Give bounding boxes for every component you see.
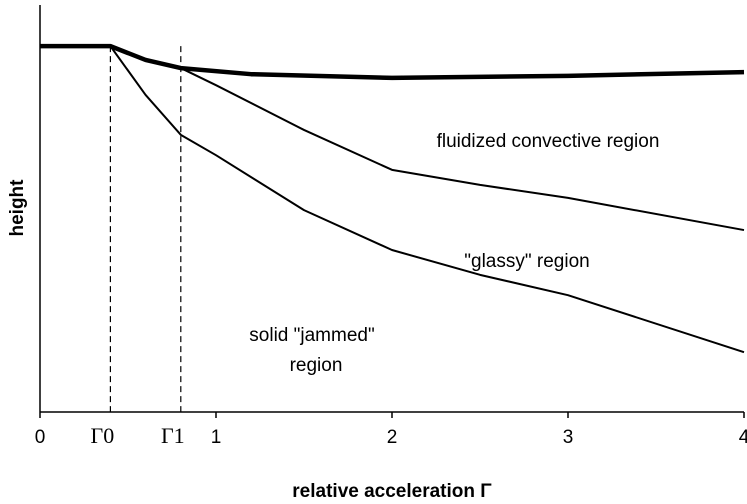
annotation: fluidized convective region — [437, 131, 660, 152]
x-tick-label: Γ0 — [91, 423, 115, 448]
x-axis-label: relative acceleration Γ — [292, 481, 492, 502]
line-series — [180, 67, 745, 232]
annotation: region — [290, 355, 343, 376]
line-series — [109, 45, 745, 354]
x-tick-label: 1 — [211, 427, 222, 448]
x-tick-label: 4 — [739, 427, 747, 448]
x-tick-label: 0 — [35, 427, 46, 448]
annotation: "glassy" region — [464, 251, 589, 272]
y-axis-label: height — [7, 179, 28, 237]
x-tick-label: Γ1 — [161, 423, 185, 448]
line-series — [40, 43, 745, 81]
x-tick-label: 2 — [387, 427, 398, 448]
x-tick-label: 3 — [563, 427, 574, 448]
annotation: solid "jammed" — [249, 325, 374, 346]
